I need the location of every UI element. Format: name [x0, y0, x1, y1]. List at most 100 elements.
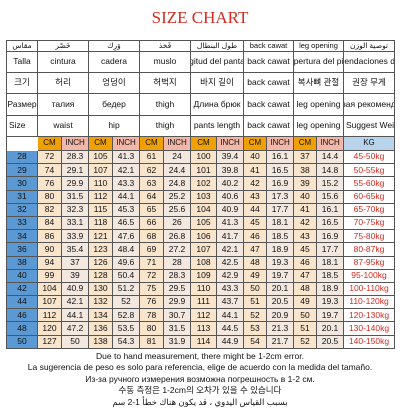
- measure-cell: 41.3: [113, 151, 140, 165]
- measure-cell: 42.9: [217, 269, 244, 283]
- unit-cm-header: CM: [294, 137, 317, 151]
- weight-cell: 80-87kg: [344, 243, 395, 257]
- note-line: Due to hand measurement, there might be …: [96, 350, 304, 361]
- measure-cell: 42: [294, 216, 317, 231]
- measure-cell: 105: [89, 151, 113, 165]
- weight-cell: 140-150kg: [344, 335, 395, 349]
- measure-cell: 47.2: [62, 322, 89, 336]
- header-row-korean-cell: 크기: [7, 73, 38, 94]
- measure-cell: 29.5: [164, 282, 191, 297]
- measure-cell: 78: [140, 309, 164, 323]
- unit-inch-header: INCH: [164, 137, 191, 151]
- weight-cell: 55-60kg: [344, 177, 395, 191]
- header-row-russian-cell: thigh: [140, 94, 191, 116]
- header-row-english-cell: hip: [89, 116, 140, 137]
- measure-cell: 69: [140, 243, 164, 257]
- measure-cell: 47: [244, 243, 267, 257]
- measure-cell: 20.1: [317, 322, 344, 336]
- measure-cell: 80: [38, 190, 62, 204]
- measure-cell: 33.9: [62, 230, 89, 244]
- measure-cell: 132: [89, 296, 113, 310]
- measure-cell: 15.2: [317, 177, 344, 191]
- measure-cell: 43.3: [113, 177, 140, 191]
- measure-cell: 45.3: [113, 203, 140, 217]
- size-cell: 29: [7, 164, 38, 178]
- measure-cell: 31.5: [62, 190, 89, 204]
- measure-cell: 24.4: [164, 164, 191, 178]
- measure-cell: 25.2: [164, 190, 191, 204]
- note-line: 수동 측정은 1-2cm의 오차가 있을 수 있습니다: [118, 385, 282, 396]
- header-row-spanish-cell: cadera: [89, 52, 140, 73]
- measure-cell: 128: [89, 269, 113, 283]
- size-cell: 40: [7, 269, 38, 283]
- weight-cell: 45-50kg: [344, 151, 395, 165]
- measure-cell: 53: [244, 322, 267, 336]
- header-row-russian-cell: талия: [38, 94, 89, 116]
- measure-cell: 15.6: [317, 190, 344, 204]
- measure-cell: 50.4: [113, 269, 140, 283]
- measure-cell: 112: [38, 309, 62, 323]
- header-row-korean-cell: 허벅지: [140, 73, 191, 94]
- measure-cell: 16.1: [317, 203, 344, 217]
- measure-cell: 112: [191, 309, 217, 323]
- measure-cell: 111: [191, 296, 217, 310]
- measure-cell: 18.9: [267, 243, 294, 257]
- measure-cell: 41: [294, 203, 317, 217]
- measure-cell: 19.7: [317, 309, 344, 323]
- measure-cell: 82: [38, 203, 62, 217]
- measure-cell: 46.5: [113, 216, 140, 231]
- measure-cell: 16.5: [267, 164, 294, 178]
- header-row-spanish-cell: back cawat: [244, 52, 294, 73]
- header-row-english-cell: waist: [38, 116, 89, 137]
- measure-cell: 104: [38, 282, 62, 297]
- weight-cell: 95-100kg: [344, 269, 395, 283]
- weight-cell: 120-130kg: [344, 309, 395, 323]
- measure-cell: 17.7: [317, 243, 344, 257]
- measure-cell: 14.8: [317, 164, 344, 178]
- size-cell: 36: [7, 243, 38, 257]
- measure-cell: 47.6: [113, 230, 140, 244]
- measure-cell: 54: [244, 335, 267, 349]
- measure-cell: 31.9: [164, 335, 191, 349]
- measure-cell: 130: [89, 282, 113, 297]
- measure-cell: 28: [164, 256, 191, 270]
- measure-cell: 109: [191, 269, 217, 283]
- measure-cell: 18.1: [317, 256, 344, 270]
- header-row-arabic-cell: توصية الوزن: [344, 41, 395, 52]
- measure-cell: 44.9: [217, 335, 244, 349]
- weight-cell: 87-95kg: [344, 256, 395, 270]
- measure-cell: 40.9: [62, 282, 89, 297]
- measure-cell: 52.8: [113, 309, 140, 323]
- measure-cell: 29.1: [62, 164, 89, 178]
- measure-cell: 18.9: [317, 282, 344, 297]
- header-row-arabic-cell: مقاس: [7, 41, 38, 52]
- measure-cell: 136: [89, 322, 113, 336]
- measure-cell: 21.7: [267, 335, 294, 349]
- measure-cell: 48: [244, 256, 267, 270]
- header-row-korean-cell: 권장 무게: [344, 73, 395, 94]
- note-line: La sugerencia de peso es solo para refer…: [27, 362, 373, 373]
- header-row-arabic-cell: طول البنطال: [191, 41, 244, 52]
- measure-cell: 24.8: [164, 177, 191, 191]
- unit-cm-header: CM: [38, 137, 62, 151]
- measure-cell: 42.1: [217, 243, 244, 257]
- measure-cell: 19.3: [267, 256, 294, 270]
- measure-cell: 118: [89, 216, 113, 231]
- size-cell: 50: [7, 335, 38, 349]
- size-cell: 34: [7, 230, 38, 244]
- header-row-english-cell: pants length: [191, 116, 244, 137]
- size-cell: 42: [7, 282, 38, 297]
- measure-cell: 25.6: [164, 203, 191, 217]
- measure-cell: 61: [140, 151, 164, 165]
- measure-cell: 71: [140, 256, 164, 270]
- measure-cell: 62: [140, 164, 164, 178]
- measure-cell: 45: [244, 216, 267, 231]
- measure-cell: 107: [191, 243, 217, 257]
- size-cell: 46: [7, 309, 38, 323]
- measure-cell: 19.3: [317, 296, 344, 310]
- measure-cell: 114: [191, 335, 217, 349]
- measure-cell: 17.7: [267, 203, 294, 217]
- measure-cell: 121: [89, 230, 113, 244]
- measure-cell: 100: [191, 151, 217, 165]
- measure-cell: 24: [164, 151, 191, 165]
